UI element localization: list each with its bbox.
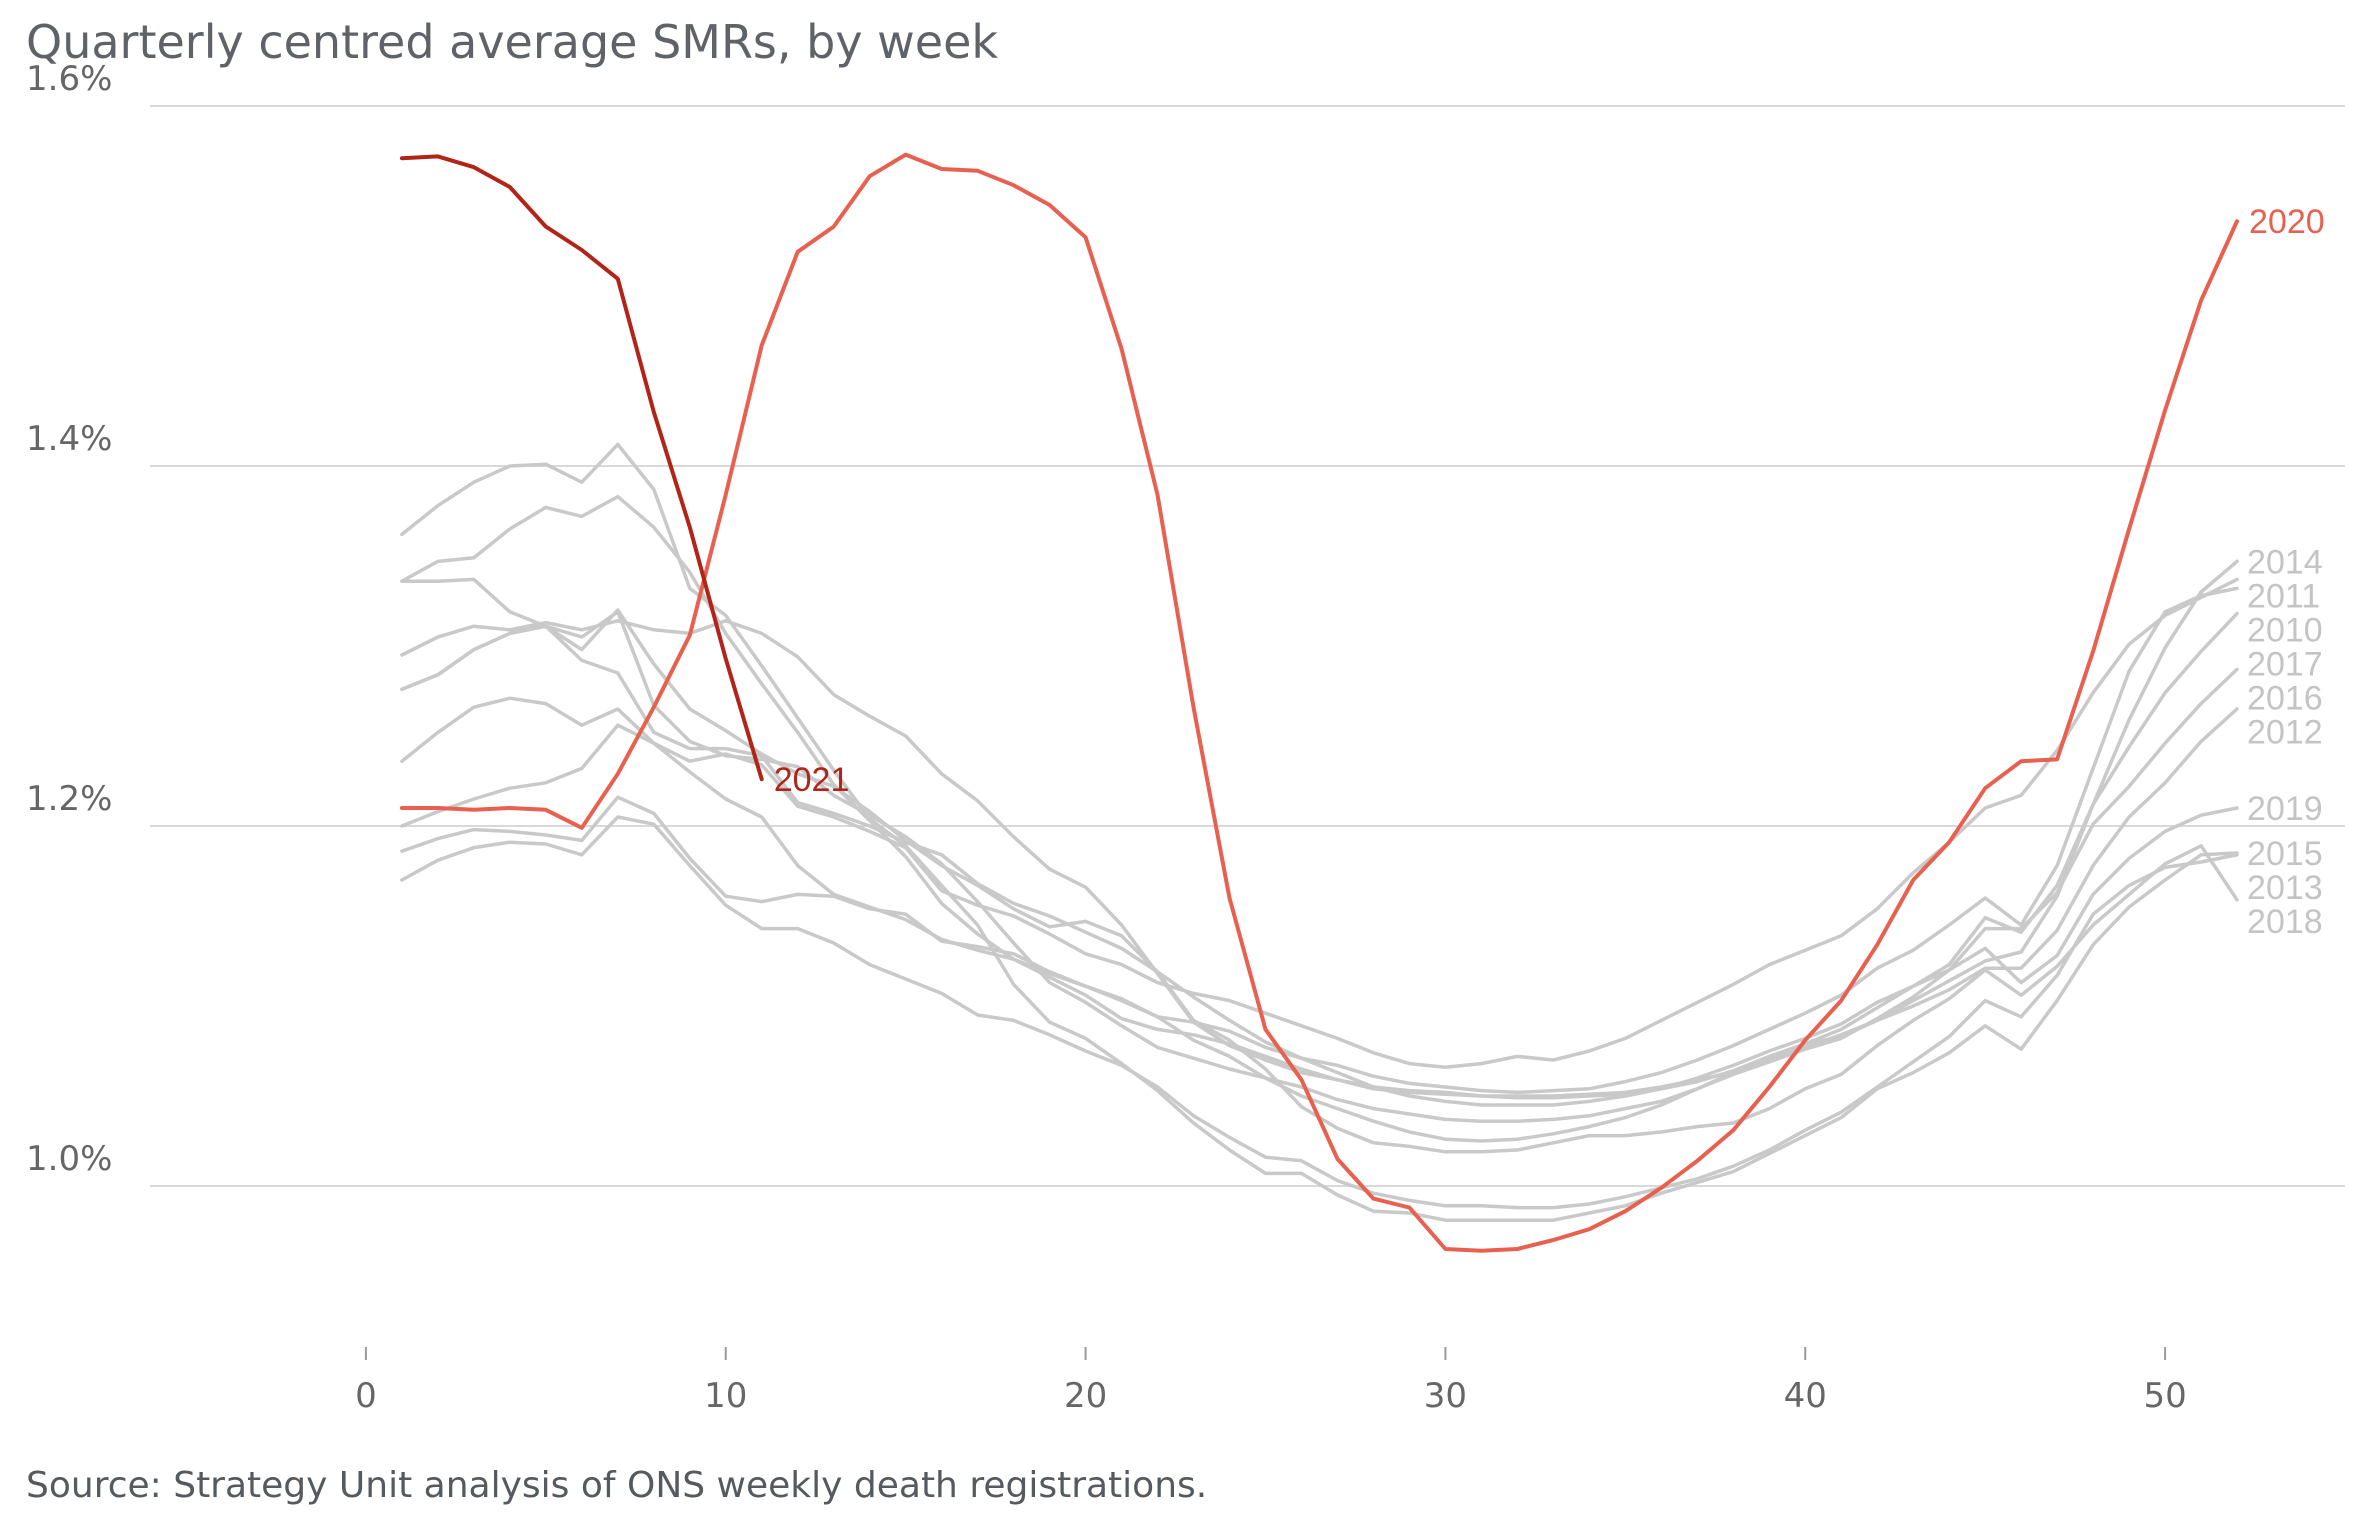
- chart-title: Quarterly centred average SMRs, by week: [26, 15, 998, 69]
- series-line-2019: [400, 795, 2239, 1107]
- series-label-2020: 2020: [2249, 203, 2325, 241]
- series-line-2016: [400, 610, 2239, 1123]
- y-tick-label: 1.0%: [26, 1139, 112, 1179]
- series-label-2014: 2014: [2247, 543, 2323, 581]
- y-axis-tick-labels: 1.0% 1.2% 1.4% 1.6%: [26, 59, 112, 1179]
- series-line-2018: [400, 608, 2239, 1154]
- series-label-2012: 2012: [2247, 713, 2323, 751]
- x-tick-label: 40: [1784, 1376, 1827, 1416]
- y-tick-label: 1.4%: [26, 419, 112, 459]
- series-line-2020: [399, 152, 2239, 1253]
- series-label-2011: 2011: [2247, 577, 2320, 615]
- series-label-2017: 2017: [2247, 645, 2323, 683]
- y-tick-label: 1.2%: [26, 779, 112, 819]
- x-tick-label: 10: [704, 1376, 747, 1416]
- y-tick-label: 1.6%: [26, 59, 112, 99]
- series-label-2018: 2018: [2247, 903, 2323, 941]
- series-line-2011: [400, 577, 2239, 1069]
- series-label-2019: 2019: [2247, 790, 2323, 828]
- x-tick-label: 0: [355, 1376, 377, 1416]
- series-label-2013: 2013: [2247, 869, 2323, 907]
- series-line-2012: [400, 494, 2239, 1100]
- series-label-2021: 2021: [774, 761, 850, 799]
- series-line-2021: [399, 154, 764, 782]
- series-line-2014: [400, 559, 2239, 1143]
- series-line-2015: [400, 442, 2239, 1222]
- x-tick-label: 50: [2143, 1376, 2186, 1416]
- x-tick-label: 20: [1064, 1376, 1107, 1416]
- series-label-2010: 2010: [2247, 611, 2323, 649]
- chart-source-caption: Source: Strategy Unit analysis of ONS we…: [26, 1465, 1207, 1506]
- series-label-2015: 2015: [2247, 835, 2323, 873]
- series-line-2013: [400, 815, 2239, 1210]
- series-lines: [399, 152, 2239, 1253]
- series-label-2016: 2016: [2247, 679, 2323, 717]
- x-axis-ticks: 0 10 20 30 40 50: [355, 1347, 2187, 1416]
- x-tick-label: 30: [1424, 1376, 1467, 1416]
